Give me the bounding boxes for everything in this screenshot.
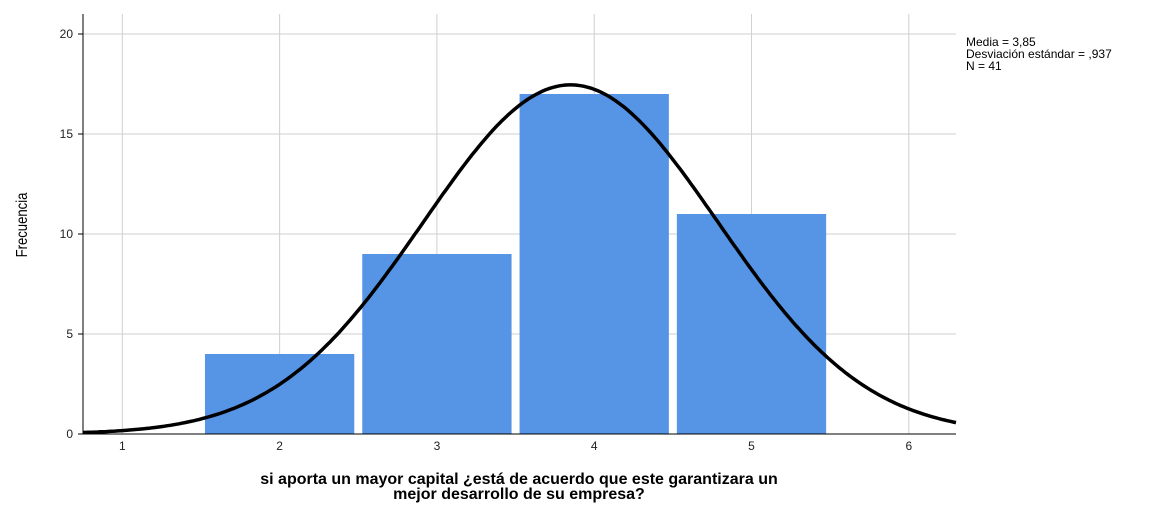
x-tick-label-3: 3 — [434, 439, 441, 453]
bar-5 — [676, 214, 827, 434]
y-tick-label-10: 10 — [60, 227, 74, 241]
bar-3 — [362, 254, 512, 434]
y-tick-label-20: 20 — [60, 27, 74, 41]
x-tick-labels: 1 2 3 4 5 6 — [119, 439, 912, 453]
x-tick-label-1: 1 — [119, 439, 126, 453]
y-tick-label-15: 15 — [60, 127, 74, 141]
normal-curve — [82, 83, 957, 435]
bar-2 — [204, 354, 355, 434]
x-axis-title-line-2: mejor desarrollo de su empresa? — [393, 486, 645, 503]
bar-4 — [519, 94, 669, 434]
y-axis-title: Frecuencia — [14, 192, 31, 258]
bars — [204, 94, 827, 434]
x-tick-label-4: 4 — [591, 439, 598, 453]
x-tick-label-5: 5 — [748, 439, 755, 453]
y-tick-labels: 0 5 10 15 20 — [60, 27, 74, 441]
x-tick-label-2: 2 — [276, 439, 283, 453]
x-tick-label-6: 6 — [905, 439, 912, 453]
x-axis-title-line-1: si aporta un mayor capital ¿está de acue… — [260, 471, 778, 488]
y-tick-label-0: 0 — [66, 427, 73, 441]
y-tick-label-5: 5 — [66, 327, 73, 341]
stat-n: N = 41 — [966, 59, 1002, 73]
axes — [78, 14, 956, 435]
stat-mean: Media = 3,85 — [966, 35, 1036, 49]
stat-std-dev: Desviación estándar = ,937 — [966, 47, 1112, 61]
